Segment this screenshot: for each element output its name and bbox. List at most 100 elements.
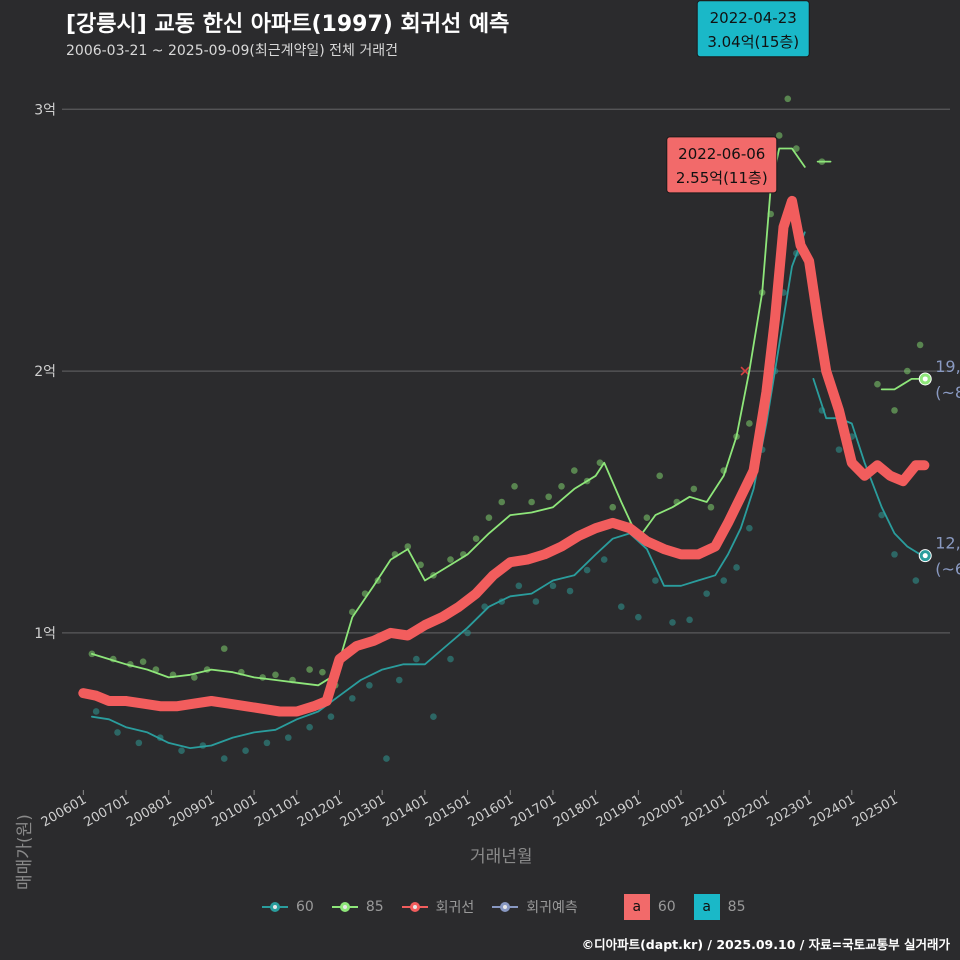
end-label-value: 19,733 (935, 357, 960, 376)
legend-box-85: a 85 (693, 894, 746, 920)
scatter-point-85 (571, 467, 578, 474)
scatter-point-60 (912, 577, 920, 584)
x-tick-label: 201501 (423, 792, 473, 830)
scatter-point-60 (566, 587, 574, 595)
x-tick-label: 201901 (594, 792, 644, 830)
x-tick-label: 200601 (39, 792, 89, 830)
y-tick-label: 2억 (34, 364, 56, 380)
x-tick-label: 201101 (252, 792, 302, 830)
x-tick-label: 201801 (551, 792, 601, 830)
end-marker-center (922, 376, 928, 382)
end-label-value: 12,950 (935, 534, 960, 553)
x-tick-label: 200701 (82, 792, 132, 830)
legend-box-60: a 60 (623, 894, 676, 920)
legend-item-prediction: 회귀예측 (492, 897, 578, 917)
x-tick-label: 201201 (295, 792, 345, 830)
x-tick-label: 202201 (722, 792, 772, 830)
scatter-point-60 (878, 511, 885, 519)
legend-label: 회귀예측 (526, 900, 578, 916)
scatter-point-60 (583, 566, 591, 574)
scatter-point-85 (793, 145, 800, 152)
x-tick-label: 201301 (338, 792, 388, 830)
x-tick-label: 202001 (637, 792, 687, 830)
series-line-regression (78, 195, 930, 717)
y-tick-label: 3억 (34, 102, 56, 118)
annotation-date: 2022-06-06 (678, 145, 765, 163)
scatter-point-85 (272, 671, 279, 679)
scatter-point-60 (515, 582, 523, 590)
scatter-point-85 (784, 95, 792, 103)
scatter-point-60 (306, 723, 313, 731)
scatter-point-60 (532, 598, 540, 605)
chart-title: [강릉시] 교동 한신 아파트(1997) 회귀선 예측 (66, 12, 510, 37)
series-line-85 (91, 147, 806, 687)
scatter-point-60 (92, 708, 100, 715)
scatter-point-85 (511, 482, 518, 490)
scatter-point-85 (528, 498, 535, 506)
scatter-point-85 (498, 498, 506, 506)
series-line-60-after (812, 378, 921, 556)
x-tick-label: 201001 (210, 792, 260, 830)
scatter-point-60 (263, 739, 271, 747)
scatter-point-85 (596, 459, 604, 467)
scatter-point-85 (656, 472, 663, 480)
scatter-point-85 (609, 503, 617, 511)
scatter-point-85 (472, 535, 480, 542)
legend-item-60: 60 (262, 899, 314, 915)
legend-box-letter: a (623, 894, 650, 920)
scatter-point-60 (447, 655, 454, 663)
scatter-point-60 (835, 446, 843, 453)
legend-label: 85 (365, 899, 384, 915)
annotation-value: 3.04억(15층) (707, 33, 799, 51)
scatter-point-60 (669, 619, 676, 626)
scatter-point-85 (690, 485, 698, 493)
scatter-point-60 (366, 681, 373, 689)
scatter-point-85 (404, 543, 412, 550)
end-label-unit: (~85㎡) (935, 383, 960, 402)
scatter-point-60 (746, 524, 753, 532)
scatter-point-85 (916, 341, 924, 349)
scatter-point-60 (284, 734, 292, 741)
scatter-point-60 (549, 582, 557, 590)
scatter-point-85 (545, 493, 552, 501)
footer-credit: ©디아파트(dapt.kr) / 2025.09.10 / 자료=국토교통부 실… (581, 937, 950, 952)
annotation-box (666, 136, 778, 194)
scatter-point-60 (617, 603, 625, 611)
scatter-point-85 (775, 132, 783, 139)
scatter-point-85 (220, 645, 228, 652)
scatter-point-60 (733, 564, 740, 571)
scatter-point-85 (874, 380, 881, 388)
scatter-point-60 (327, 713, 335, 720)
scatter-point-60 (413, 655, 420, 663)
scatter-point-60 (242, 747, 249, 755)
scatter-point-60 (891, 551, 898, 558)
x-tick-label: 202301 (765, 792, 815, 830)
end-marker-center (922, 553, 928, 559)
series-line-85-recent (880, 378, 926, 391)
scatter-point-60 (135, 739, 143, 747)
scatter-point-85 (707, 503, 715, 511)
x-tick-label: 202401 (807, 792, 857, 830)
scatter-point-85 (319, 668, 326, 676)
x-tick-label: 200901 (167, 792, 217, 830)
scatter-point-85 (306, 666, 313, 673)
x-tick-label: 201401 (380, 792, 430, 830)
x-tick-label: 200801 (124, 792, 174, 830)
legend-label: 회귀선 (435, 900, 475, 916)
scatter-point-85 (139, 658, 147, 666)
legend-item-85: 85 (331, 899, 384, 915)
annotation-box (696, 0, 810, 58)
annotation-value: 2.55억(11층) (676, 169, 768, 187)
legend-label: 85 (727, 899, 746, 915)
scatter-point-60 (652, 577, 659, 584)
scatter-point-60 (720, 577, 728, 584)
scatter-point-60 (686, 616, 693, 624)
scatter-point-85 (558, 482, 565, 490)
y-axis-label: 매매가(원) (15, 814, 35, 890)
x-tick-label: 202501 (850, 792, 900, 830)
y-tick-label: 1억 (34, 626, 56, 642)
scatter-point-60 (430, 713, 437, 720)
legend-label: 60 (296, 899, 314, 915)
scatter-point-60 (383, 755, 390, 762)
